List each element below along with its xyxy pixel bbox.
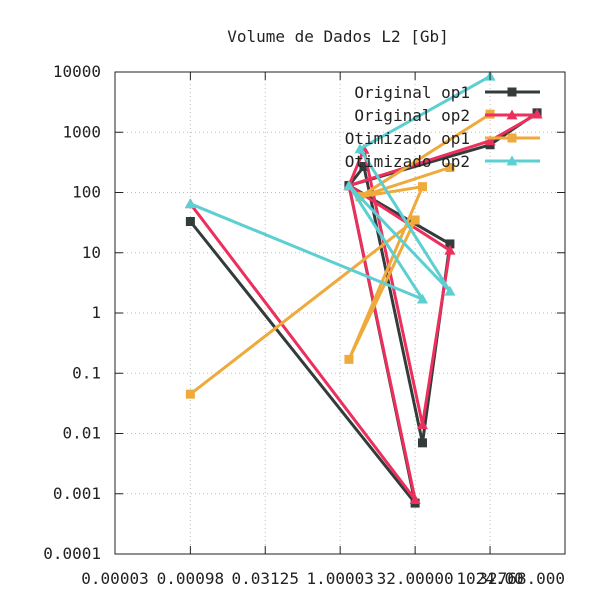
- data-point: [344, 354, 354, 364]
- legend-label: Original op1: [354, 83, 470, 102]
- data-point: [445, 162, 455, 172]
- legend-label: Otimizado op1: [345, 129, 470, 148]
- y-tick-label: 10000: [53, 62, 101, 81]
- legend-label: Otimizado op2: [345, 152, 470, 171]
- tick-labels: 0.0001 0.001 0.01 0.1 1 10 100 1000 10000 0.00003…: [43, 62, 565, 588]
- x-tick-label: 1024.00: [456, 569, 523, 588]
- y-tick-label: 0.001: [53, 484, 101, 503]
- x-tick-label: 1.00003: [306, 569, 373, 588]
- y-tick-label: 10: [82, 243, 101, 262]
- x-tick-label: 32.00000: [377, 569, 454, 588]
- legend-label: Original op2: [354, 106, 470, 125]
- tick-marks: [114, 71, 566, 555]
- data-point: [185, 389, 195, 399]
- y-tick-label: 100: [72, 183, 101, 202]
- series-line: [189, 74, 491, 301]
- y-tick-label: 0.0001: [43, 544, 101, 563]
- chart-title: Volume de Dados L2 [Gb]: [227, 27, 449, 46]
- data-point: [354, 143, 366, 154]
- legend: Original op1 Original op2 Otimizado op1 Oti…: [345, 83, 540, 171]
- x-tick-label: 0.00003: [81, 569, 148, 588]
- data-point: [416, 293, 428, 304]
- legend-entry: Otimizado op2: [345, 152, 540, 171]
- data-point: [484, 135, 496, 146]
- legend-entry: Original op2: [354, 106, 540, 125]
- data-point: [409, 494, 421, 504]
- grid: [115, 72, 565, 554]
- legend-marker: [506, 109, 518, 120]
- data-point: [343, 180, 355, 191]
- data-point: [184, 198, 196, 209]
- y-tick-label: 1000: [62, 122, 101, 141]
- data-point: [417, 182, 427, 192]
- data-point: [417, 438, 427, 448]
- y-tick-label: 1: [91, 303, 101, 322]
- data-point: [445, 239, 455, 249]
- y-tick-label: 0.01: [62, 424, 101, 443]
- x-tick-label: 0.00098: [157, 569, 224, 588]
- legend-entry: Otimizado op1: [345, 129, 540, 148]
- series-layer: [184, 70, 543, 508]
- legend-entry: Original op1: [354, 83, 540, 102]
- data-point: [444, 244, 456, 255]
- data-point: [416, 419, 428, 430]
- data-point: [444, 285, 456, 296]
- legend-marker: [507, 87, 517, 97]
- data-point: [410, 215, 420, 225]
- data-point: [185, 217, 195, 227]
- data-point: [359, 162, 369, 172]
- x-tick-label: 0.03125: [232, 569, 299, 588]
- y-tick-label: 0.1: [72, 363, 101, 382]
- x-tick-label: 32768.000: [478, 569, 565, 588]
- series-line: [189, 111, 538, 505]
- legend-marker: [506, 155, 518, 166]
- legend-marker: [507, 133, 517, 143]
